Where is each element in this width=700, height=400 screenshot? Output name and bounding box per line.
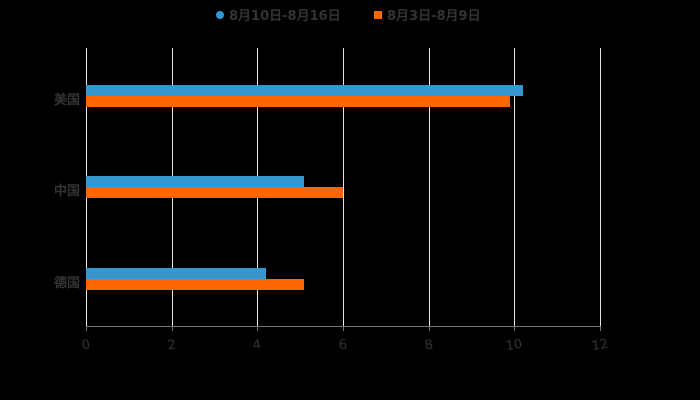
gridline: [428, 48, 430, 326]
x-tick-label: 4: [251, 337, 263, 354]
bar-0[interactable]: [86, 176, 305, 187]
x-tick: [86, 326, 87, 331]
x-tick-label: 2: [166, 337, 178, 354]
legend-item-week2[interactable]: 8月10日-8月16日: [216, 5, 341, 24]
category-label: 中国: [53, 184, 80, 199]
x-tick: [171, 326, 173, 331]
x-tick: [514, 326, 516, 331]
gridline: [343, 48, 344, 326]
x-tick-label: 10: [504, 336, 524, 355]
x-tick: [600, 326, 601, 331]
legend-label: 8月3日-8月9日: [387, 9, 481, 24]
bar-0[interactable]: [86, 268, 266, 279]
bar-1[interactable]: [86, 96, 511, 107]
category-label: 美国: [53, 93, 80, 108]
legend-item-week1[interactable]: 8月3日-8月9日: [374, 5, 481, 24]
x-axis: [86, 326, 600, 327]
x-tick: [257, 326, 259, 331]
bar-0[interactable]: [86, 85, 523, 96]
category-label: 德国: [53, 276, 80, 291]
gridline: [600, 48, 601, 326]
x-tick: [428, 326, 430, 331]
legend: 8月10日-8月16日 8月3日-8月9日: [0, 5, 700, 24]
x-tick-label: 6: [337, 337, 349, 354]
x-tick-label: 12: [590, 336, 610, 355]
square-marker-icon: [374, 10, 382, 19]
gridline: [514, 48, 516, 326]
legend-label: 8月10日-8月16日: [229, 9, 341, 24]
bar-1[interactable]: [86, 279, 305, 290]
bar-1[interactable]: [86, 187, 343, 198]
x-tick-label: 0: [80, 337, 92, 354]
circle-marker-icon: [216, 10, 224, 19]
x-tick-label: 8: [423, 337, 435, 354]
x-tick: [343, 326, 344, 331]
